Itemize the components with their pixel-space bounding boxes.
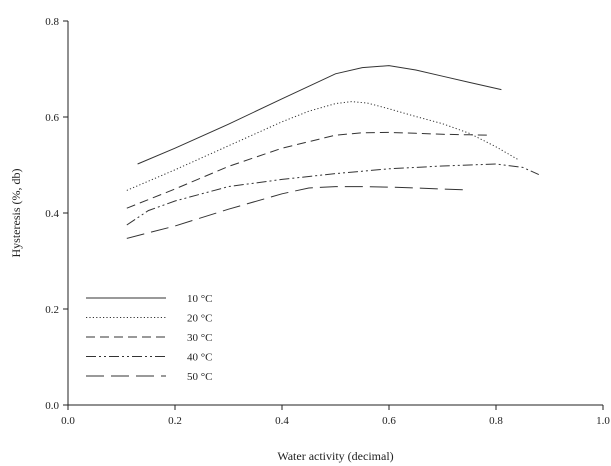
x-tick-label: 1.0	[596, 415, 610, 427]
legend-label-2: 20 °C	[187, 313, 213, 325]
y-tick-label: 0.6	[45, 112, 59, 124]
ticks: 0.0 0.2 0.4 0.6 0.8 1.0 0.0 0.2 0.4 0.6 0.8	[45, 16, 610, 427]
series-line-5	[126, 186, 470, 239]
series-line-4	[126, 163, 540, 226]
legend: 10 °C 20 °C 30 °C 40 °C 50 °C	[86, 293, 213, 383]
y-tick-label: 0.8	[45, 16, 59, 28]
x-tick-label: 0.8	[489, 415, 503, 427]
x-tick-label: 0.6	[382, 415, 396, 427]
legend-label-4: 40 °C	[187, 352, 213, 364]
legend-label-1: 10 °C	[187, 293, 213, 305]
series-lines	[126, 65, 540, 239]
x-tick-label: 0.4	[275, 415, 289, 427]
y-tick-label: 0.4	[45, 208, 59, 220]
x-axis-label: Water activity (decimal)	[277, 449, 393, 463]
legend-label-5: 50 °C	[187, 371, 213, 383]
x-tick-label: 0.0	[61, 415, 75, 427]
y-tick-label: 0.2	[45, 304, 59, 316]
y-axis-label: Hysteresis (%, db)	[9, 169, 23, 258]
axes	[67, 21, 603, 406]
legend-label-3: 30 °C	[187, 332, 213, 344]
series-line-2	[126, 101, 518, 191]
y-tick-label: 0.0	[45, 400, 59, 412]
series-line-3	[126, 131, 491, 209]
series-line-1	[137, 65, 502, 165]
x-tick-label: 0.2	[168, 415, 182, 427]
